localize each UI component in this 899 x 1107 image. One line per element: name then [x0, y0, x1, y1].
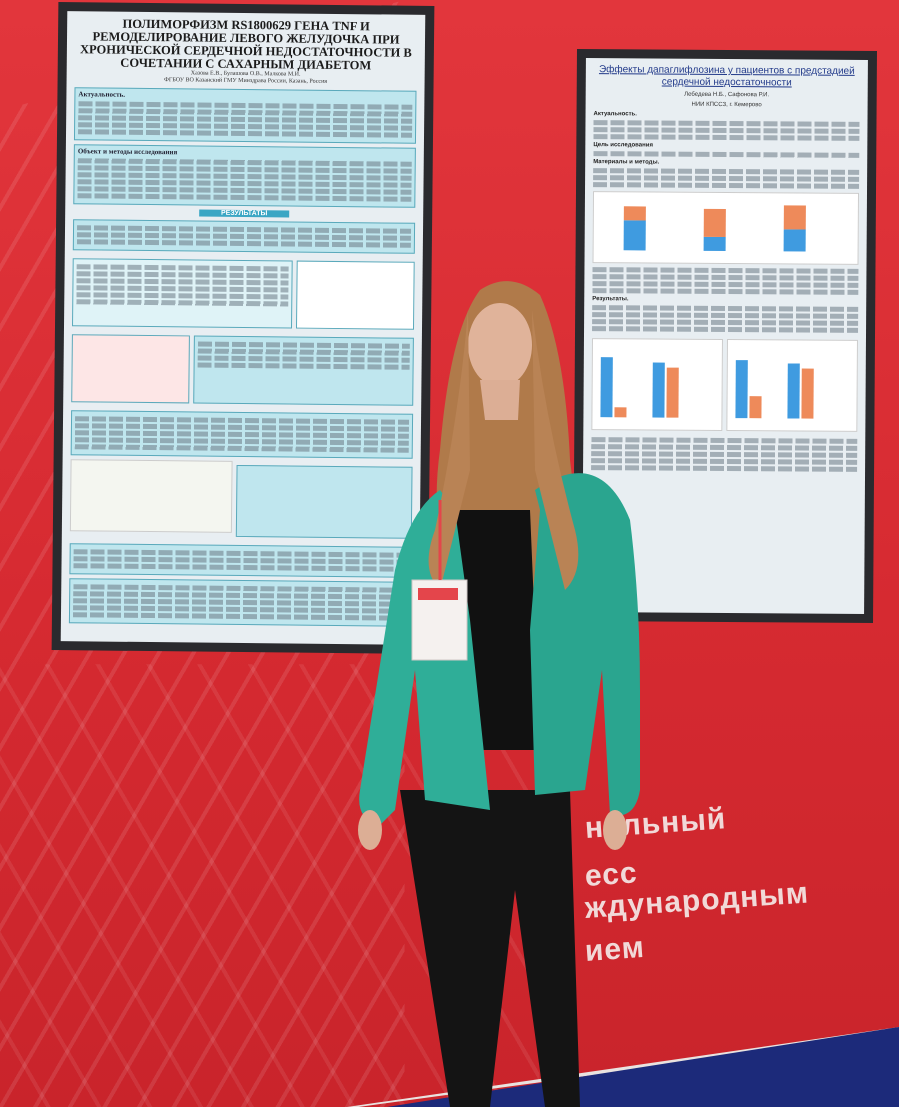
- face: [468, 303, 532, 387]
- poster-bar-chart: [592, 191, 860, 265]
- poster-authors: Лебедева Н.Б., Сафонова Р.И.: [684, 91, 770, 99]
- poster-section: Цель исследования: [593, 142, 860, 158]
- section-heading: Актуальность.: [593, 111, 637, 118]
- section-heading: Актуальность.: [78, 90, 126, 99]
- section-heading: Цель исследования: [593, 142, 653, 149]
- poster-title: Эффекты дапаглифлозина у пациентов с пре…: [598, 64, 855, 89]
- poster-affiliation: НИИ КПССЗ, г. Кемерово: [691, 101, 762, 109]
- poster-section: Объект и методы исследования: [73, 144, 416, 208]
- black-pants: [400, 790, 580, 1107]
- poster-section: Актуальность.: [593, 111, 860, 141]
- woman-standing: [358, 281, 640, 1107]
- section-heading: Материалы и методы.: [593, 159, 660, 166]
- section-heading: РЕЗУЛЬТАТЫ: [199, 209, 290, 218]
- section-heading: Объект и методы исследования: [77, 147, 178, 157]
- poster-results: [72, 219, 416, 254]
- jacket-right: [530, 473, 640, 816]
- poster-section: Материалы и методы.: [593, 159, 860, 189]
- neck: [480, 380, 520, 420]
- left-hand: [358, 810, 382, 850]
- poster-title: ПОЛИМОРФИЗМ RS1800629 ГЕНА TNF И РЕМОДЕЛ…: [79, 16, 412, 73]
- poster-section: Актуальность.: [73, 87, 417, 144]
- right-hand: [603, 810, 627, 850]
